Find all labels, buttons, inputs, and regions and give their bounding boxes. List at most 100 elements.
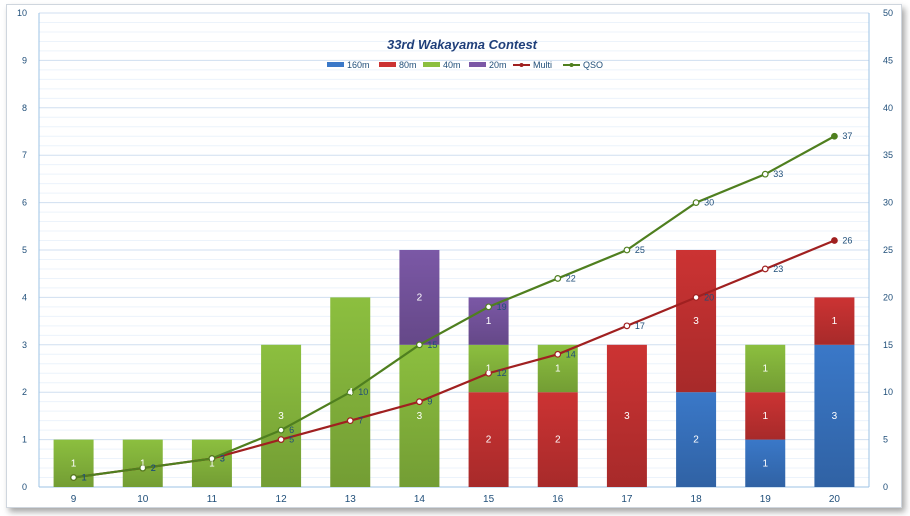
point-QSO — [692, 199, 700, 207]
right-tick-label: 25 — [883, 245, 893, 255]
line-Multi — [73, 239, 835, 479]
bar-value-label: 1 — [762, 364, 768, 375]
bar-value-label: 1 — [555, 364, 561, 375]
point-value-label-Multi: 9 — [427, 397, 432, 407]
right-tick-label: 5 — [883, 435, 888, 445]
bar-value-label: 2 — [486, 435, 492, 446]
left-tick-label: 9 — [22, 55, 27, 65]
bar-value-label: 4 — [347, 387, 353, 398]
point-value-label-QSO: 25 — [635, 245, 645, 255]
point-value-label-QSO: 2 — [151, 463, 156, 473]
bar-segment-80m — [745, 392, 786, 440]
point-QSO — [70, 474, 77, 481]
right-tick-label: 20 — [883, 292, 893, 302]
point-value-label-QSO: 10 — [358, 387, 368, 397]
point-value-label-Multi: 17 — [635, 321, 645, 331]
bar-segment-20m — [399, 250, 440, 345]
right-tick-label: 45 — [883, 55, 893, 65]
right-tick-label: 30 — [883, 198, 893, 208]
point-Multi — [485, 369, 492, 377]
legend-swatch-20m — [469, 62, 486, 67]
bar-segment-80m — [468, 392, 509, 487]
right-tick-label: 15 — [883, 340, 893, 350]
legend-label-80m: 80m — [399, 60, 417, 70]
point-value-label-Multi: 7 — [358, 416, 363, 426]
point-Multi — [831, 237, 838, 244]
legend-label-160m: 160m — [347, 60, 370, 70]
x-tick-label: 11 — [207, 494, 218, 505]
bar-value-label: 3 — [832, 411, 838, 422]
legend-label-20m: 20m — [489, 60, 507, 70]
bar-value-label: 2 — [417, 292, 423, 303]
left-tick-label: 8 — [22, 103, 27, 113]
right-tick-label: 35 — [883, 150, 893, 160]
legend-swatch-40m — [423, 62, 440, 67]
legend-marker-Multi — [519, 63, 524, 67]
bar-value-label: 1 — [832, 316, 838, 327]
bar-value-label: 1 — [486, 316, 492, 327]
right-tick-label: 0 — [883, 482, 888, 492]
left-tick-label: 6 — [22, 198, 27, 208]
point-QSO — [139, 464, 147, 472]
x-tick-label: 9 — [71, 494, 77, 505]
chart-title: 33rd Wakayama Contest — [387, 37, 538, 52]
point-value-label-Multi: 1 — [82, 473, 87, 483]
bar-value-label: 2 — [555, 435, 561, 446]
bar-value-label: 1 — [762, 458, 768, 469]
x-tick-label: 14 — [414, 494, 426, 505]
bar-value-label: 3 — [278, 411, 284, 422]
point-value-label-QSO: 37 — [842, 131, 852, 141]
legend-label-Multi: Multi — [533, 60, 552, 70]
bar-segment-80m — [537, 392, 578, 487]
bar-segment-80m — [814, 297, 855, 345]
point-value-label-QSO: 30 — [704, 198, 714, 208]
point-value-label-Multi: 2 — [151, 463, 156, 473]
point-value-label-QSO: 3 — [220, 454, 225, 464]
point-QSO — [831, 132, 838, 140]
left-tick-label: 5 — [22, 245, 27, 255]
bar-segment-160m — [676, 392, 717, 487]
x-tick-label: 13 — [345, 494, 357, 505]
point-value-label-QSO: 15 — [427, 340, 437, 350]
point-QSO — [208, 455, 216, 462]
gridlines — [39, 12, 869, 488]
point-value-label-Multi: 26 — [842, 236, 852, 246]
x-tick-label: 20 — [829, 494, 841, 505]
point-Multi — [554, 350, 562, 358]
bar-value-label: 1 — [140, 458, 146, 469]
bar-segment-40m — [122, 439, 163, 487]
left-tick-label: 7 — [22, 150, 27, 160]
bar-value-label: 1 — [486, 364, 492, 375]
line-QSO — [73, 135, 835, 479]
bar-value-label: 3 — [624, 411, 630, 422]
right-tick-label: 10 — [883, 387, 893, 397]
x-tick-label: 15 — [483, 494, 495, 505]
bar-value-label: 1 — [762, 411, 768, 422]
point-Multi — [623, 322, 631, 330]
point-value-label-QSO: 1 — [82, 473, 87, 483]
left-tick-label: 4 — [22, 292, 27, 302]
bar-segment-40m — [191, 439, 232, 487]
right-tick-label: 50 — [883, 8, 893, 18]
point-Multi — [277, 436, 285, 444]
bar-segment-40m — [399, 344, 440, 487]
x-tick-label: 19 — [760, 494, 772, 505]
legend-label-40m: 40m — [443, 60, 461, 70]
point-value-label-QSO: 19 — [497, 302, 507, 312]
bar-value-label: 3 — [693, 316, 699, 327]
point-QSO — [346, 388, 354, 396]
legend-marker-QSO — [569, 63, 574, 67]
x-tick-label: 17 — [621, 494, 633, 505]
right-tick-label: 40 — [883, 103, 893, 113]
point-value-label-QSO: 6 — [289, 425, 294, 435]
bar-segment-80m — [606, 344, 647, 487]
point-QSO — [485, 303, 492, 311]
x-tick-label: 10 — [137, 494, 149, 505]
point-Multi — [416, 398, 423, 406]
point-Multi — [346, 417, 354, 425]
bar-value-label: 3 — [417, 411, 423, 422]
point-value-label-Multi: 5 — [289, 435, 294, 445]
legend: 160m 80m 40m 20m Multi QSO — [327, 60, 603, 70]
point-Multi — [692, 294, 700, 301]
